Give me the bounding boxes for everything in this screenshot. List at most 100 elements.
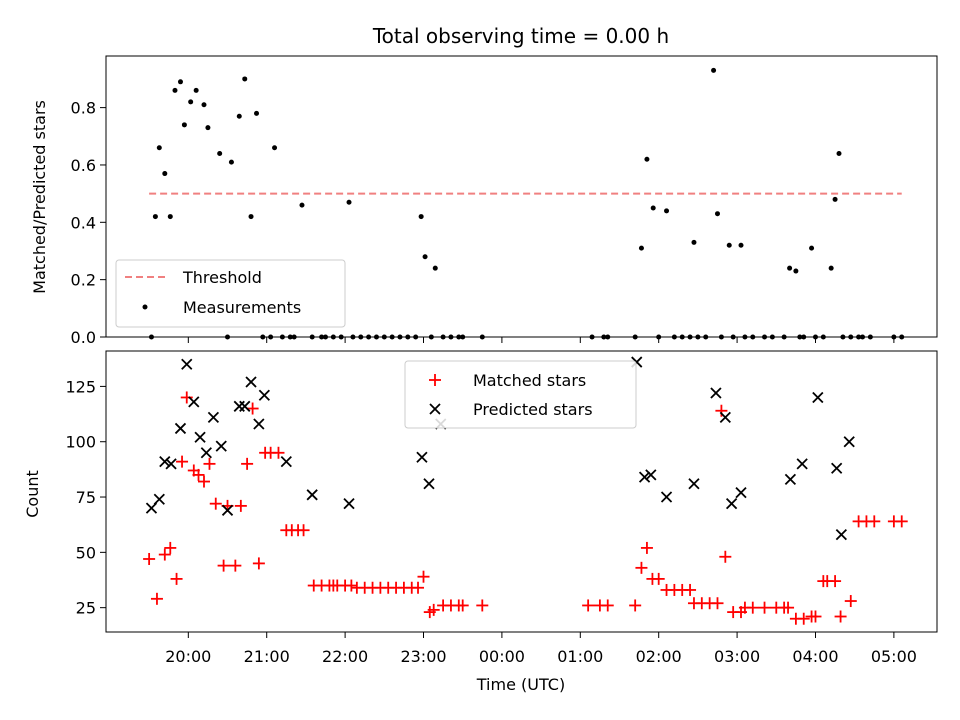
predicted-stars-point — [831, 462, 843, 474]
matched-stars-point — [143, 552, 156, 565]
matched-stars-point — [192, 468, 205, 481]
predicted-stars-point — [181, 358, 193, 370]
x-tick-label: 21:00 — [244, 647, 290, 666]
measurement-point — [272, 145, 278, 151]
matched-stars-point — [476, 599, 489, 612]
count-y-axis: 25 50 75 100 125 — [65, 377, 106, 618]
count-x-axis: 20:00 21:00 22:00 23:00 00:00 01:00 02:00 03:00… — [165, 632, 917, 666]
measurement-point — [193, 87, 199, 93]
measurement-point — [738, 242, 744, 248]
measurement-point — [418, 214, 424, 220]
legend-measurements-label: Measurements — [183, 298, 301, 317]
matched-stars-point — [797, 612, 810, 625]
predicted-stars-point — [835, 529, 847, 541]
predicted-stars-point — [638, 471, 651, 483]
matched-stars-point — [652, 572, 665, 585]
y-tick-label: 0.0 — [71, 328, 96, 347]
matched-stars-point — [209, 497, 222, 510]
count-panel-frame — [105, 350, 938, 633]
matched-stars-point — [234, 499, 247, 512]
measurement-point — [714, 211, 720, 217]
predicted-stars-point — [725, 498, 738, 510]
matched-stars-point — [217, 559, 230, 572]
y-tick-label: 100 — [65, 433, 96, 452]
x-tick-label: 00:00 — [479, 647, 525, 666]
predicted-stars-point — [188, 396, 200, 408]
predicted-stars-point — [239, 400, 251, 412]
matched-stars-point — [635, 561, 648, 574]
measurement-point — [828, 265, 834, 271]
legend-predicted-swatch — [429, 403, 441, 415]
ratio-panel: 0.00.20.40.60.8 Matched/Predicted stars … — [30, 55, 938, 347]
predicted-stars-point — [280, 455, 292, 468]
measurement-point — [172, 87, 178, 93]
ratio-legend-box — [115, 259, 346, 328]
measurement-point — [217, 150, 223, 156]
predicted-stars-point — [165, 458, 177, 470]
predicted-stars-point — [194, 431, 206, 443]
x-tick-label: 04:00 — [792, 647, 838, 666]
matched-stars-point — [176, 455, 189, 468]
ratio-panel-frame — [105, 55, 938, 338]
matched-stars-point — [601, 599, 614, 612]
matched-stars-point — [412, 581, 425, 594]
matched-stars-point — [345, 579, 358, 592]
x-tick-label: 02:00 — [636, 647, 682, 666]
matched-stars-point — [782, 601, 795, 614]
measurement-point — [156, 145, 162, 151]
predicted-stars-point — [343, 498, 355, 510]
matched-stars-point — [829, 575, 842, 588]
predicted-stars-point — [784, 473, 797, 485]
x-tick-label: 23:00 — [400, 647, 446, 666]
measurement-point — [793, 268, 799, 274]
matched-stars-point — [844, 595, 857, 608]
matched-stars-point — [629, 599, 642, 612]
predicted-stars-point — [245, 376, 257, 388]
ratio-x-ticks — [187, 337, 895, 343]
matched-stars-point — [456, 599, 469, 612]
matched-stars-point — [427, 603, 440, 616]
measurement-point — [205, 125, 211, 131]
count-panel: 25 50 75 100 125 20:00 21:00 22:00 23:00 00:00 01… — [23, 350, 938, 694]
measurement-point — [832, 196, 838, 202]
measurement-point — [650, 205, 656, 211]
matched-stars-point — [715, 404, 728, 417]
measurement-point — [177, 79, 183, 85]
matched-stars-point — [684, 583, 697, 596]
measurement-point — [638, 245, 644, 251]
x-tick-label: 01:00 — [557, 647, 603, 666]
predicted-stars-point — [645, 469, 657, 481]
predicted-stars-point — [174, 422, 187, 435]
y-tick-label: 75 — [76, 488, 96, 507]
predicted-stars-point — [215, 440, 227, 452]
predicted-stars-point — [719, 411, 731, 424]
measurement-point — [152, 214, 158, 220]
matched-stars-point — [164, 541, 177, 554]
predicted-stars-point — [710, 387, 722, 399]
predicted-stars-point — [200, 447, 212, 459]
legend-measurements-swatch — [142, 304, 148, 310]
matched-stars-point — [895, 515, 908, 528]
measurement-point — [299, 202, 305, 208]
matched-stars-point — [158, 548, 171, 561]
matched-stars-point — [297, 524, 310, 537]
predicted-stars-point — [423, 478, 435, 490]
measurement-point — [228, 159, 234, 165]
measurement-point — [836, 150, 842, 156]
y-tick-label: 125 — [65, 377, 96, 396]
measurement-point — [346, 199, 352, 205]
measurement-point — [236, 113, 242, 119]
matched-stars-point — [229, 559, 242, 572]
measurement-point — [644, 156, 650, 162]
legend-predicted-label: Predicted stars — [473, 400, 593, 419]
count-y-axis-label: Count — [23, 470, 42, 518]
matched-stars-point — [711, 597, 724, 610]
matched-stars-point — [719, 550, 732, 563]
measurement-point — [726, 242, 732, 248]
legend-threshold-label: Threshold — [182, 268, 262, 287]
ratio-y-axis: 0.0 0.2 0.4 0.6 0.8 — [71, 99, 106, 347]
predicted-stars-point — [812, 391, 824, 404]
predicted-stars-point — [221, 504, 234, 516]
predicted-stars-point — [306, 489, 318, 501]
